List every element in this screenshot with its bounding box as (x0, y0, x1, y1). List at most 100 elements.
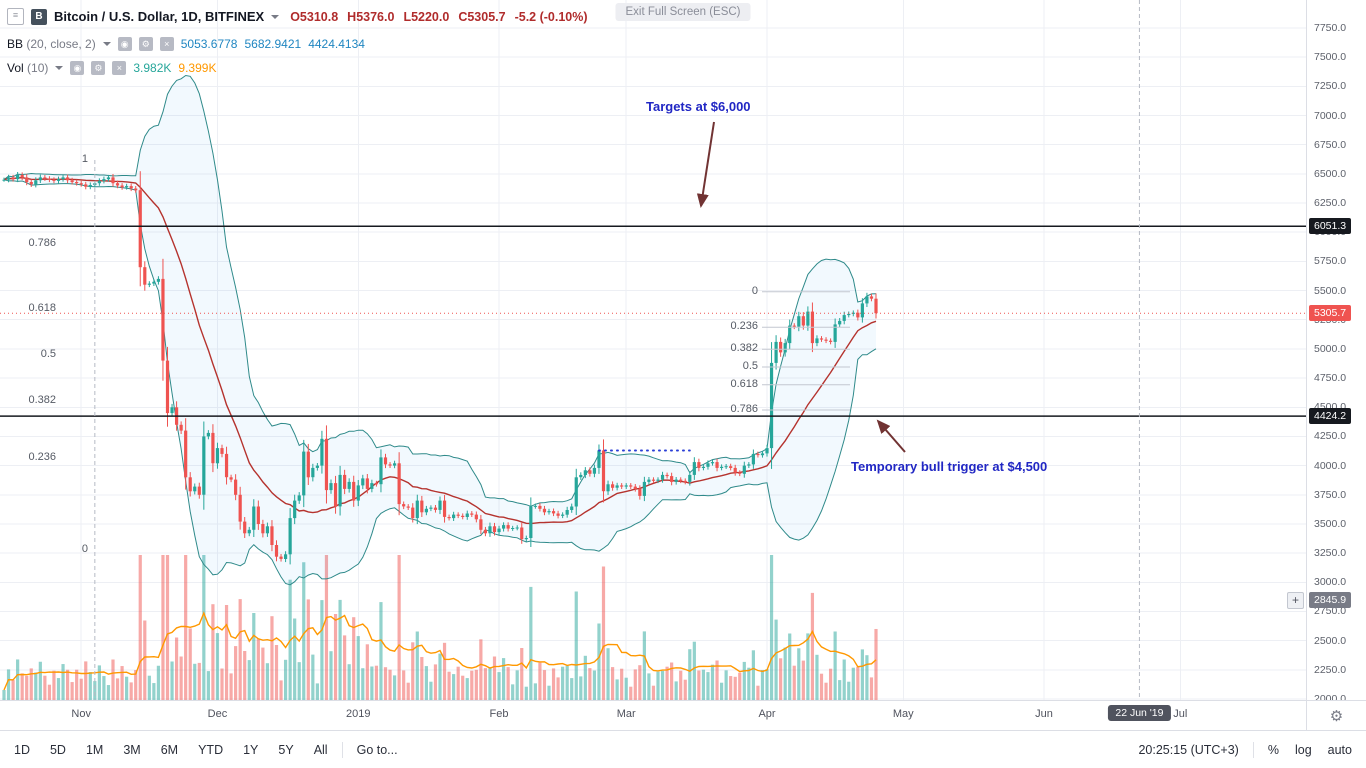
scale-buttons: % log auto (1268, 743, 1352, 757)
ohlc-open: O5310.8 (290, 9, 339, 24)
price-tick-label: 6250.0 (1314, 197, 1347, 210)
price-tick-label: 4000.0 (1314, 459, 1347, 472)
ohlc-high: H5376.0 (347, 9, 395, 24)
bb-name: BB (7, 37, 24, 51)
symbol-title[interactable]: Bitcoin / U.S. Dollar, 1D, BITFINEX (54, 9, 265, 24)
price-badge: 5305.7 (1309, 305, 1352, 322)
time-tick-label: Dec (207, 708, 228, 720)
annotation-targets-6000[interactable]: Targets at $6,000 (646, 99, 751, 114)
fib-level-label: 0.786 (730, 403, 758, 416)
price-badge: 6051.3 (1309, 218, 1352, 235)
chart-canvas[interactable] (0, 0, 1306, 700)
add-alert-plus-button[interactable]: + (1287, 592, 1304, 609)
volume-layer (2, 555, 878, 700)
bb-lower-value: 4424.4134 (308, 37, 365, 51)
bb-label[interactable]: BB (20, close, 2) (7, 37, 96, 51)
ohlc-change: -5.2 (-0.10%) (514, 9, 588, 24)
range-ytd-button[interactable]: YTD (198, 742, 224, 757)
bb-upper-value: 5682.9421 (244, 37, 302, 51)
range-6m-button[interactable]: 6M (160, 742, 179, 757)
exit-fullscreen-tooltip: Exit Full Screen (ESC) (615, 3, 751, 21)
candles-layer (2, 171, 878, 565)
settings-icon[interactable]: ⚙ (138, 37, 153, 51)
bb-params: (20, close, 2) (26, 37, 96, 51)
range-1m-button[interactable]: 1M (85, 742, 104, 757)
annotation-bull-trigger-4500[interactable]: Temporary bull trigger at $4,500 (851, 459, 1048, 474)
range-1y-button[interactable]: 1Y (243, 742, 259, 757)
fib-level-label: 0.786 (28, 236, 56, 249)
eye-icon[interactable]: ◉ (70, 61, 85, 75)
price-tick-label: 4750.0 (1314, 372, 1347, 385)
level-lines-layer (0, 0, 1306, 700)
price-tick-label: 7000.0 (1314, 109, 1347, 122)
fib-level-label: 0.618 (28, 302, 56, 315)
range-5y-button[interactable]: 5Y (278, 742, 294, 757)
fib-level-label: 0 (751, 284, 758, 297)
fib-level-label: 0.5 (40, 348, 56, 361)
price-tick-label: 3000.0 (1314, 576, 1347, 589)
chart-plot-area[interactable]: 1 0.786 0.618 0.5 0.382 0.236 0 0 0.236 0.382 0.5 0… (0, 0, 1306, 700)
settings-icon[interactable]: ⚙ (91, 61, 106, 75)
price-tick-label: 7250.0 (1314, 80, 1347, 93)
time-tick-label: Jun (1035, 708, 1053, 720)
fib-level-label: 0.618 (730, 377, 758, 390)
time-axis[interactable]: Nov Dec 2019 Feb Mar Apr May Jun Jul 22 Jun '19 (0, 700, 1306, 730)
bollinger-layer (3, 74, 877, 586)
axis-corner: ⚙ (1306, 700, 1366, 730)
price-badge: 4424.2 (1309, 408, 1352, 425)
chevron-down-icon[interactable] (55, 66, 64, 70)
vol-params: (10) (27, 61, 49, 75)
clock[interactable]: 20:25:15 (UTC+3) (1138, 742, 1239, 757)
range-3m-button[interactable]: 3M (123, 742, 141, 757)
bb-basis-value: 5053.6778 (180, 37, 238, 51)
symbol-legend: ≡ B Bitcoin / U.S. Dollar, 1D, BITFINEX … (7, 8, 588, 25)
vol-name: Vol (7, 61, 24, 75)
time-tick-label: Nov (71, 708, 91, 720)
price-tick-label: 3250.0 (1314, 547, 1347, 560)
price-tick-label: 3500.0 (1314, 517, 1347, 530)
ohlc-readout: O5310.8 H5376.0 L5220.0 C5305.7 -5.2 (-0… (290, 10, 587, 24)
range-1d-button[interactable]: 1D (14, 742, 30, 757)
price-tick-label: 6500.0 (1314, 167, 1347, 180)
range-5d-button[interactable]: 5D (49, 742, 66, 757)
price-tick-label: 2500.0 (1314, 634, 1347, 647)
indicator-vol: Vol (10) ◉ ⚙ × 3.982K 9.399K (7, 61, 216, 75)
price-axis[interactable]: 2000.0 2250.0 2500.0 2750.0 3000.0 3250.0 3500… (1306, 0, 1366, 705)
price-tick-label: 6750.0 (1314, 138, 1347, 151)
chevron-down-icon[interactable] (102, 42, 111, 46)
scale-percent-button[interactable]: % (1267, 742, 1279, 757)
panel-layout-icon[interactable]: ≡ (7, 8, 24, 25)
price-tick-label: 4250.0 (1314, 430, 1347, 443)
fib-level-label: 0 (81, 542, 88, 555)
ohlc-close: C5305.7 (458, 9, 506, 24)
annotation-arrows (696, 121, 906, 453)
fib-level-label: 0.382 (28, 394, 56, 407)
time-tick-label: Feb (489, 708, 509, 720)
price-tick-label: 3750.0 (1314, 488, 1347, 501)
goto-button[interactable]: Go to... (356, 742, 398, 757)
separator (1252, 741, 1254, 758)
fib-level-label: 1 (81, 153, 88, 166)
indicator-bb: BB (20, close, 2) ◉ ⚙ × 5053.6778 5682.9… (7, 37, 365, 51)
range-all-button[interactable]: All (313, 742, 328, 757)
time-tick-label: Mar (616, 708, 636, 720)
price-tick-label: 5500.0 (1314, 284, 1347, 297)
time-tick-label: 2019 (346, 708, 371, 720)
separator (341, 741, 343, 758)
fib-level-label: 0.5 (742, 360, 758, 372)
gear-icon[interactable]: ⚙ (1329, 707, 1344, 725)
close-icon[interactable]: × (112, 61, 127, 75)
scale-auto-button[interactable]: auto (1327, 742, 1352, 757)
ohlc-low: L5220.0 (403, 9, 450, 24)
scale-log-button[interactable]: log (1294, 742, 1312, 757)
chevron-down-icon[interactable] (271, 14, 280, 19)
eye-icon[interactable]: ◉ (117, 37, 132, 51)
vol-value: 3.982K (133, 61, 172, 75)
close-icon[interactable]: × (159, 37, 174, 51)
fib-level-label: 0.236 (730, 320, 758, 333)
fib-level-label: 0.236 (28, 451, 56, 464)
time-tick-label: Apr (758, 708, 776, 720)
price-badge: 2845.9 (1309, 592, 1352, 609)
vol-label[interactable]: Vol (10) (7, 61, 48, 75)
